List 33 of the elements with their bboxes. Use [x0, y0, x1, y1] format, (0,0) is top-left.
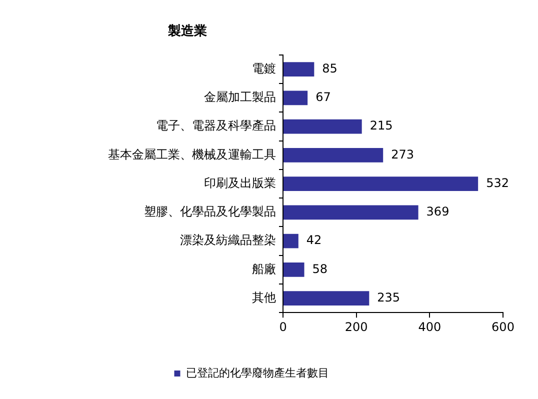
- x-tick-label: 400: [418, 320, 442, 334]
- y-tick-label: 其他: [252, 290, 276, 304]
- bar: [284, 176, 478, 191]
- y-tick-label: 漂染及紡織品整染: [180, 233, 276, 248]
- y-tick-label: 基本金屬工業、機械及運輸工具: [108, 147, 276, 162]
- legend-label: 已登記的化學廢物產生者數目: [186, 366, 329, 380]
- bar: [284, 291, 370, 306]
- data-label: 42: [306, 233, 322, 248]
- data-label: 85: [322, 61, 338, 76]
- bar: [284, 234, 298, 248]
- bar: [284, 119, 362, 134]
- bar: [284, 205, 418, 220]
- y-tick-label: 印刷及出版業: [204, 176, 276, 190]
- data-label: 273: [391, 147, 414, 162]
- data-label: 532: [486, 176, 509, 190]
- bar: [284, 262, 304, 277]
- bar: [284, 62, 314, 76]
- x-tick-label: 600: [492, 320, 514, 334]
- data-label: 215: [370, 118, 393, 133]
- data-label: 369: [426, 204, 450, 219]
- x-tick-label: 200: [344, 320, 368, 334]
- y-tick-label: 塑膠、化學品及化學製品: [144, 204, 276, 219]
- data-label: 58: [312, 262, 328, 276]
- x-tick-label: 0: [279, 320, 287, 334]
- bar: [284, 148, 384, 162]
- bar: [284, 90, 308, 106]
- chart-title: 製造業: [168, 23, 207, 40]
- y-tick-label: 電子、電器及科學產品: [156, 118, 276, 133]
- data-label: 67: [316, 90, 331, 104]
- y-tick-label: 電鍍: [252, 61, 276, 76]
- data-label: 235: [377, 290, 400, 304]
- y-tick-label: 金屬加工製品: [204, 90, 276, 104]
- y-tick-label: 船廠: [252, 262, 276, 276]
